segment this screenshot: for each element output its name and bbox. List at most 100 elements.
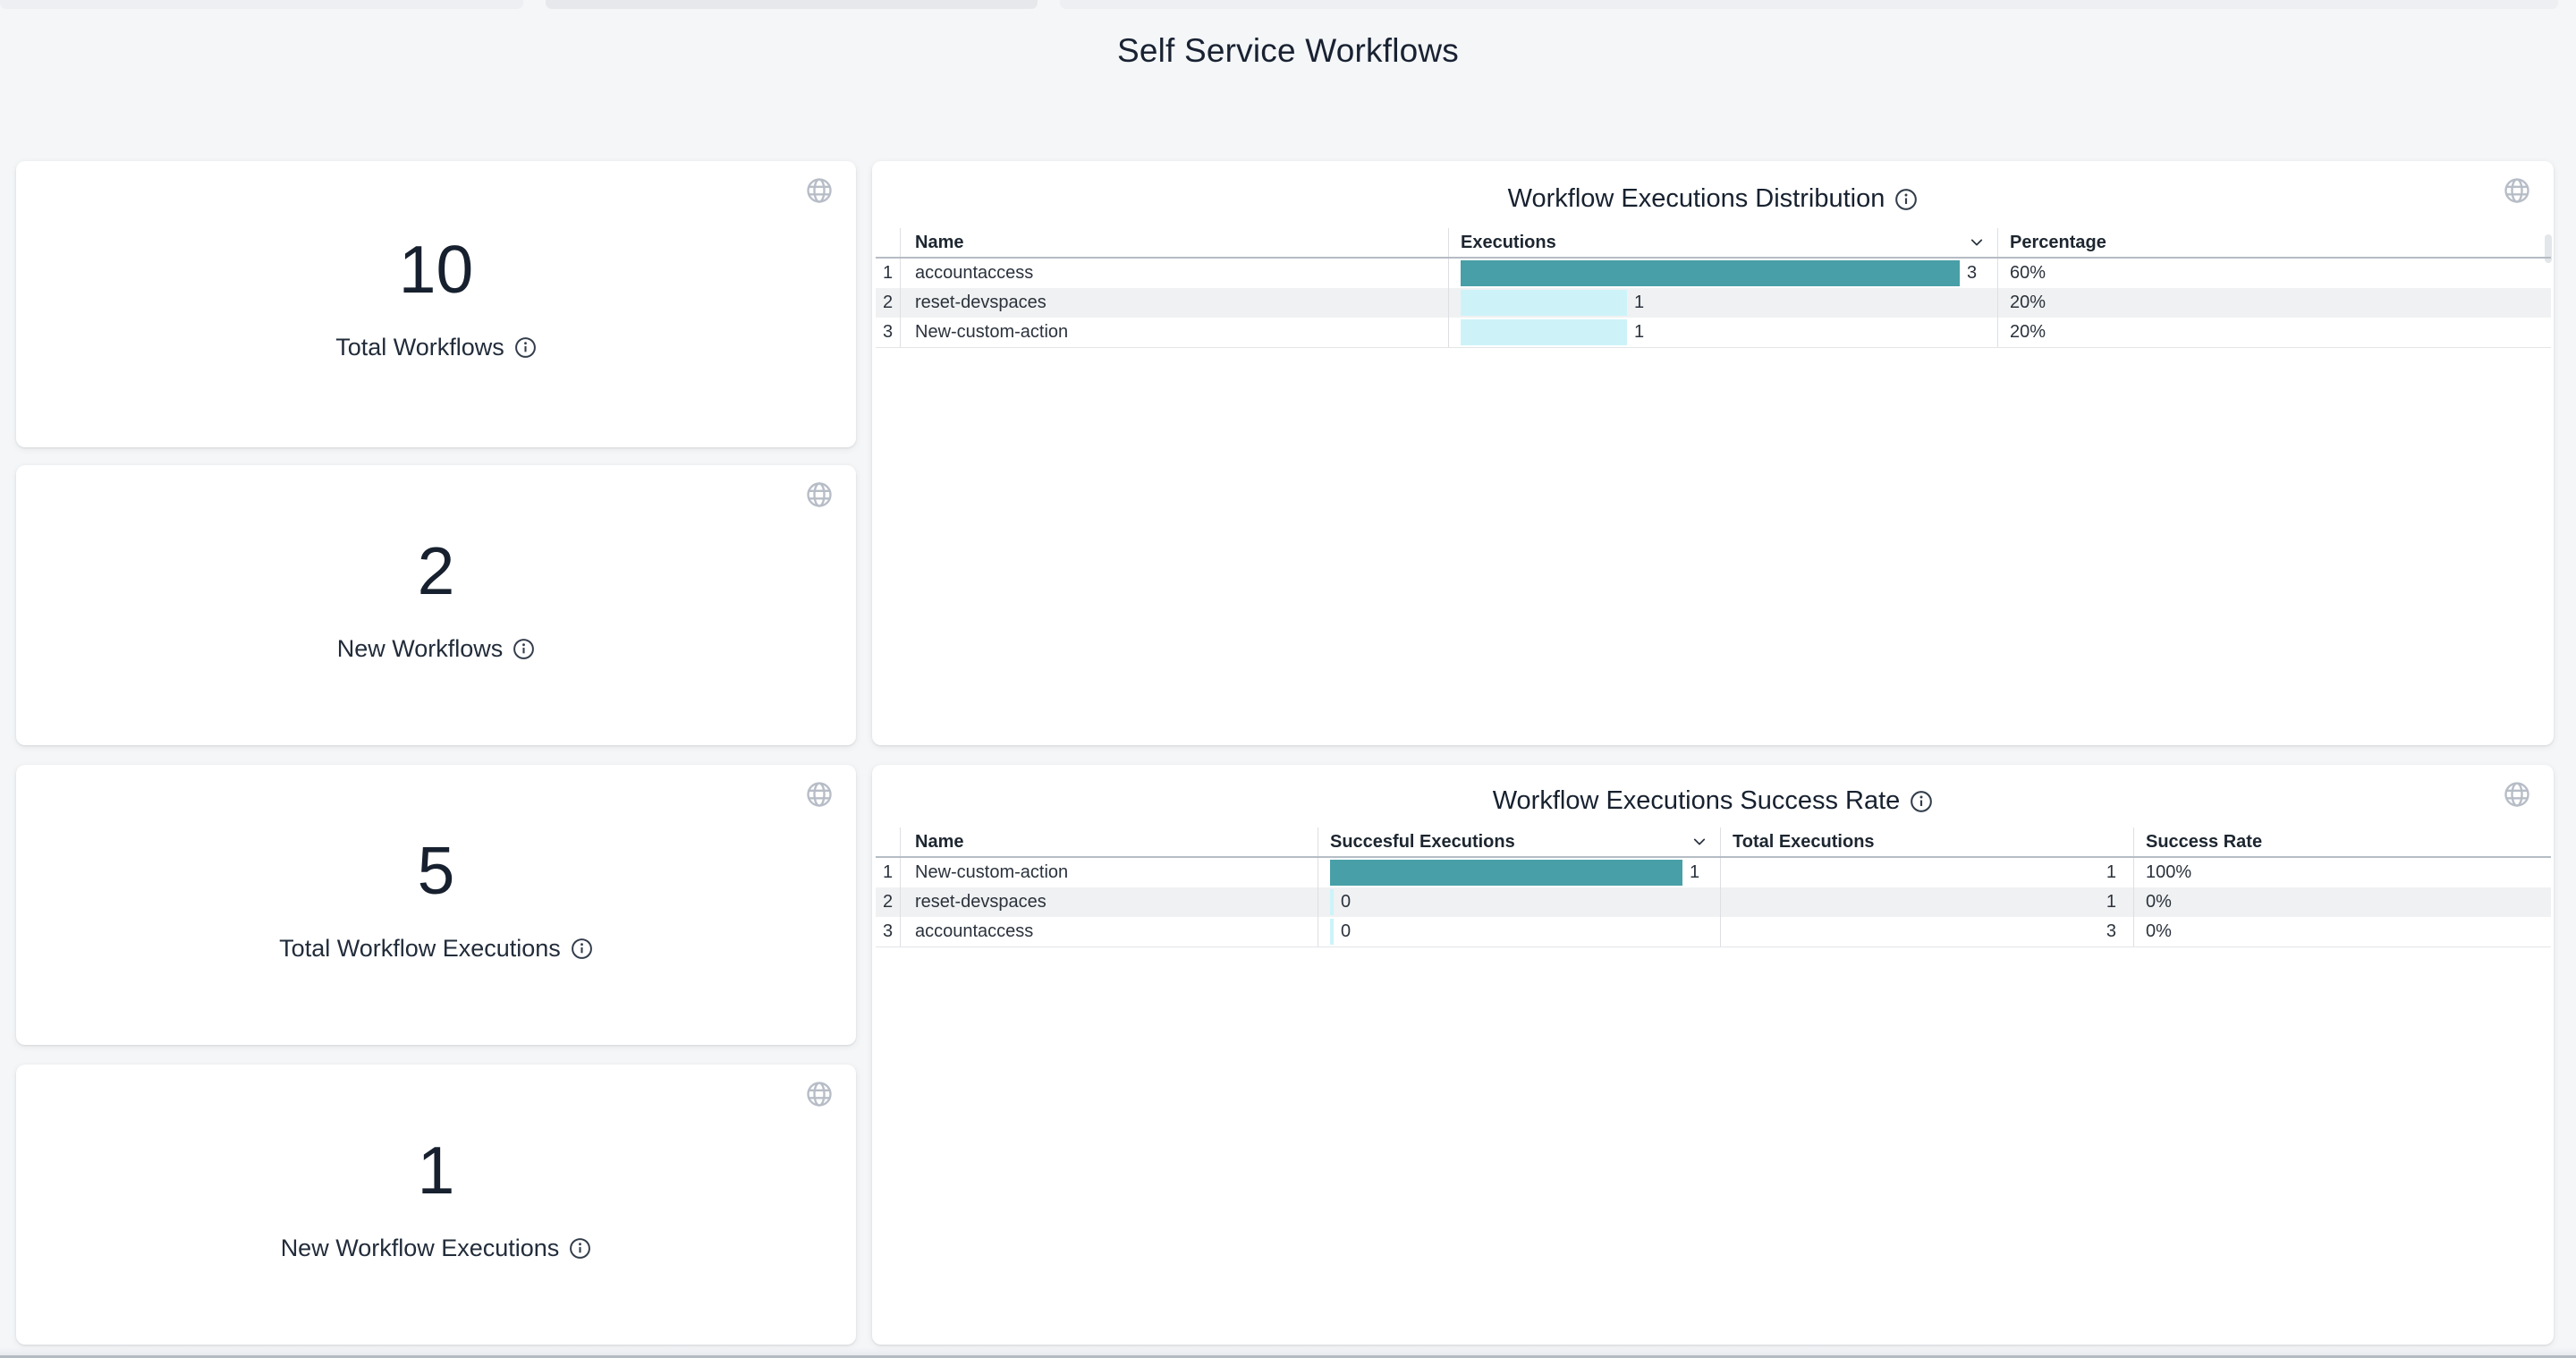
executions-bar-cell: 1: [1448, 288, 1997, 318]
executions-bar: [1461, 290, 1627, 316]
card-workflow-executions-success-rate: Workflow Executions Success Rate Name Su…: [872, 765, 2554, 1345]
scrollbar-thumb[interactable]: [2545, 234, 2552, 263]
row-number-header: [876, 228, 900, 257]
row-number: 2: [882, 892, 894, 912]
row-number: 1: [882, 263, 894, 283]
stat-label: Total Workflow Executions: [279, 934, 561, 962]
successful-executions-bar-cell: 1: [1318, 858, 1720, 887]
stat-label-row: Total Workflow Executions: [279, 935, 593, 963]
chevron-down-icon[interactable]: [1691, 834, 1707, 850]
table-row[interactable]: 2 reset-devspaces 1 20%: [876, 288, 2551, 318]
column-header-success-rate[interactable]: Success Rate: [2133, 828, 2551, 856]
successful-executions-bar: [1330, 919, 1334, 945]
stat-label-row: New Workflows: [337, 635, 536, 663]
table-row[interactable]: 1 New-custom-action 1 1 100%: [876, 858, 2551, 887]
column-header-name[interactable]: Name: [900, 228, 1448, 257]
row-number: 1: [882, 862, 894, 882]
table-title: Workflow Executions Success Rate: [1492, 786, 1901, 815]
column-header-successful-executions[interactable]: Succesful Executions: [1318, 828, 1720, 856]
stat-value: 10: [398, 232, 474, 307]
column-header-label: Succesful Executions: [1330, 831, 1515, 852]
table-title-row: Workflow Executions Distribution: [872, 184, 2554, 214]
executions-bar-cell: 1: [1448, 318, 1997, 347]
column-header-label: Executions: [1461, 232, 1556, 252]
percentage-value: 60%: [1997, 259, 2551, 288]
stat-label: New Workflows: [336, 634, 504, 662]
table-title-row: Workflow Executions Success Rate: [872, 786, 2554, 816]
row-number: 3: [882, 921, 894, 941]
browser-tab-remnant: [0, 0, 523, 9]
info-icon[interactable]: [1894, 188, 1918, 211]
column-header-executions[interactable]: Executions: [1448, 228, 1997, 257]
successful-executions-bar: [1330, 889, 1334, 915]
stat-card-total-workflow-executions: 5 Total Workflow Executions: [16, 765, 856, 1045]
page-title: Self Service Workflows: [1116, 32, 1460, 69]
column-header-total-executions[interactable]: Total Executions: [1720, 828, 2133, 856]
executions-value: 1: [1634, 293, 1645, 312]
chevron-down-icon[interactable]: [1969, 234, 1985, 250]
successful-executions-value: 0: [1341, 892, 1352, 912]
workflow-name: accountaccess: [900, 259, 1448, 288]
successful-executions-bar-cell: 0: [1318, 887, 1720, 917]
total-executions-value: 3: [1720, 917, 2133, 946]
globe-icon[interactable]: [806, 1081, 833, 1108]
table-row[interactable]: 3 New-custom-action 1 20%: [876, 318, 2551, 348]
workflow-name: New-custom-action: [900, 318, 1448, 347]
stat-label-row: Total Workflows: [335, 334, 537, 361]
workflow-name: reset-devspaces: [900, 288, 1448, 318]
executions-bar: [1461, 260, 1960, 286]
stat-label: Total Workflows: [335, 334, 504, 361]
stat-value: 1: [417, 1132, 455, 1208]
table-row[interactable]: 1 accountaccess 3 60%: [876, 259, 2551, 288]
success-rate-table: Name Succesful Executions Total Executio…: [876, 828, 2551, 947]
executions-bar-cell: 3: [1448, 259, 1997, 288]
executions-bar: [1461, 319, 1627, 345]
workflow-name: reset-devspaces: [900, 887, 1318, 917]
executions-value: 3: [1967, 263, 1978, 283]
browser-tab-remnant: [1060, 0, 2558, 9]
executions-distribution-table: Name Executions Percentage 1 accountacce…: [876, 228, 2551, 348]
card-workflow-executions-distribution: Workflow Executions Distribution Name Ex…: [872, 161, 2554, 745]
success-rate-value: 0%: [2133, 887, 2551, 917]
table-header-row: Name Executions Percentage: [876, 228, 2551, 259]
successful-executions-value: 1: [1690, 862, 1700, 882]
info-icon[interactable]: [514, 336, 537, 359]
globe-icon[interactable]: [806, 481, 833, 508]
stat-value: 5: [417, 832, 455, 908]
total-executions-value: 1: [1720, 887, 2133, 917]
info-icon[interactable]: [571, 938, 593, 960]
info-icon[interactable]: [569, 1237, 591, 1260]
table-row[interactable]: 3 accountaccess 0 3 0%: [876, 917, 2551, 947]
successful-executions-bar: [1330, 860, 1682, 886]
info-icon[interactable]: [1910, 790, 1933, 813]
percentage-value: 20%: [1997, 318, 2551, 347]
stat-value: 2: [417, 532, 455, 608]
total-executions-value: 1: [1720, 858, 2133, 887]
column-header-name[interactable]: Name: [900, 828, 1318, 856]
workflow-name: New-custom-action: [900, 858, 1318, 887]
info-icon[interactable]: [513, 638, 535, 660]
stat-card-new-workflows: 2 New Workflows: [16, 465, 856, 745]
successful-executions-value: 0: [1341, 921, 1352, 941]
percentage-value: 20%: [1997, 288, 2551, 318]
column-header-percentage[interactable]: Percentage: [1997, 228, 2551, 257]
browser-tab-remnant: [546, 0, 1038, 9]
stat-label: New Workflow Executions: [280, 1234, 560, 1261]
row-number: 2: [882, 293, 894, 312]
row-number-header: [876, 828, 900, 856]
window-bottom-edge: [0, 1355, 2576, 1358]
stat-card-new-workflow-executions: 1 New Workflow Executions: [16, 1065, 856, 1345]
globe-icon[interactable]: [806, 781, 833, 808]
table-row[interactable]: 2 reset-devspaces 0 1 0%: [876, 887, 2551, 917]
stat-label-row: New Workflow Executions: [281, 1235, 592, 1262]
success-rate-value: 0%: [2133, 917, 2551, 946]
workflow-name: accountaccess: [900, 917, 1318, 946]
stat-card-total-workflows: 10 Total Workflows: [16, 161, 856, 447]
success-rate-value: 100%: [2133, 858, 2551, 887]
globe-icon[interactable]: [806, 177, 833, 204]
successful-executions-bar-cell: 0: [1318, 917, 1720, 946]
table-title: Workflow Executions Distribution: [1507, 184, 1885, 213]
row-number: 3: [882, 322, 894, 342]
table-header-row: Name Succesful Executions Total Executio…: [876, 828, 2551, 858]
